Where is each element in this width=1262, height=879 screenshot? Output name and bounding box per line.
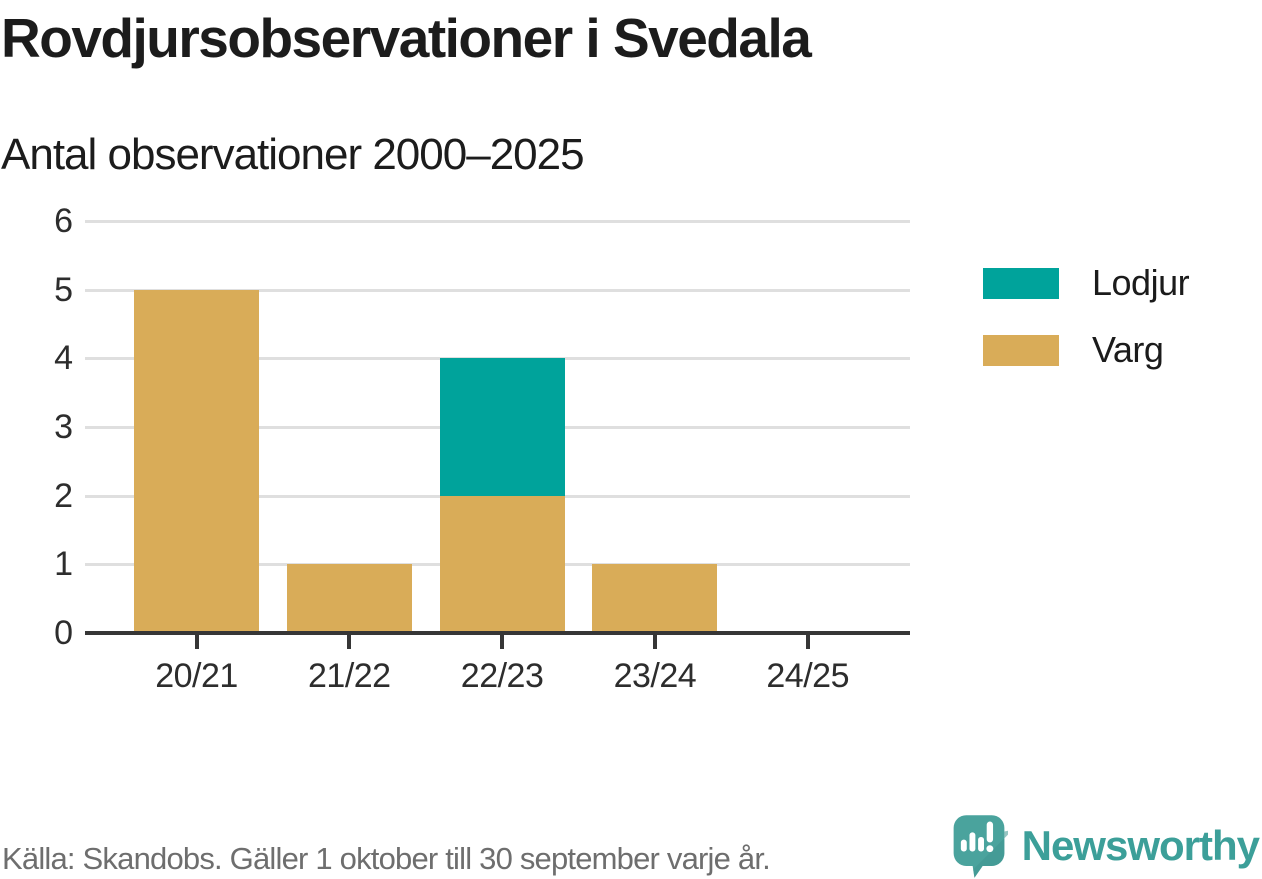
y-tick-label: 5 [54, 270, 73, 309]
x-tick-label: 20/21 [155, 657, 238, 695]
legend-item-lodjur: Lodjur [983, 262, 1190, 304]
y-tick-label: 1 [54, 545, 73, 584]
y-tick-label: 2 [54, 476, 73, 515]
gridline-y5 [85, 288, 910, 292]
chart-title: Rovdjursobservationer i Svedala [1, 7, 812, 69]
legend-label: Lodjur [1092, 262, 1190, 303]
newsworthy-logo-icon [950, 813, 1013, 879]
y-tick-label: 6 [54, 202, 73, 240]
x-tick-label: 24/25 [766, 657, 849, 695]
x-axis-line [85, 631, 910, 635]
varg-swatch-icon [983, 334, 1059, 366]
legend-label: Varg [1092, 329, 1164, 370]
bar-23-24-varg [592, 564, 718, 633]
legend-item-varg: Varg [983, 329, 1189, 371]
y-axis: 0 1 2 3 4 5 6 [0, 202, 73, 652]
x-tick [652, 635, 657, 649]
x-tick-label: 23/24 [613, 657, 697, 695]
chart-subtitle: Antal observationer 2000–2025 [1, 130, 585, 179]
bar-20-21-varg [134, 289, 259, 633]
x-tick [500, 635, 505, 649]
x-tick [347, 635, 352, 649]
newsworthy-brand: Newsworthy [950, 813, 1260, 879]
legend: Lodjur Varg [983, 262, 1190, 396]
x-tick [805, 635, 810, 649]
source-note: Källa: Skandobs. Gäller 1 oktober till 3… [2, 841, 771, 876]
bar-22-23-varg [439, 495, 565, 633]
y-tick-label: 4 [54, 339, 73, 378]
x-tick-label: 21/22 [308, 657, 391, 695]
y-tick-label: 0 [54, 614, 73, 652]
lodjur-swatch-icon [983, 267, 1059, 299]
newsworthy-wordmark: Newsworthy [1021, 821, 1260, 869]
bar-22-23-lodjur [439, 358, 565, 496]
bar-21-22-varg [286, 564, 412, 633]
x-tick [194, 635, 199, 649]
y-tick-label: 3 [54, 408, 73, 446]
plot-area: 20/21 21/22 22/23 23/24 24/25 [85, 220, 910, 695]
x-tick-label: 22/23 [460, 657, 544, 695]
gridline-y6 [85, 220, 910, 223]
